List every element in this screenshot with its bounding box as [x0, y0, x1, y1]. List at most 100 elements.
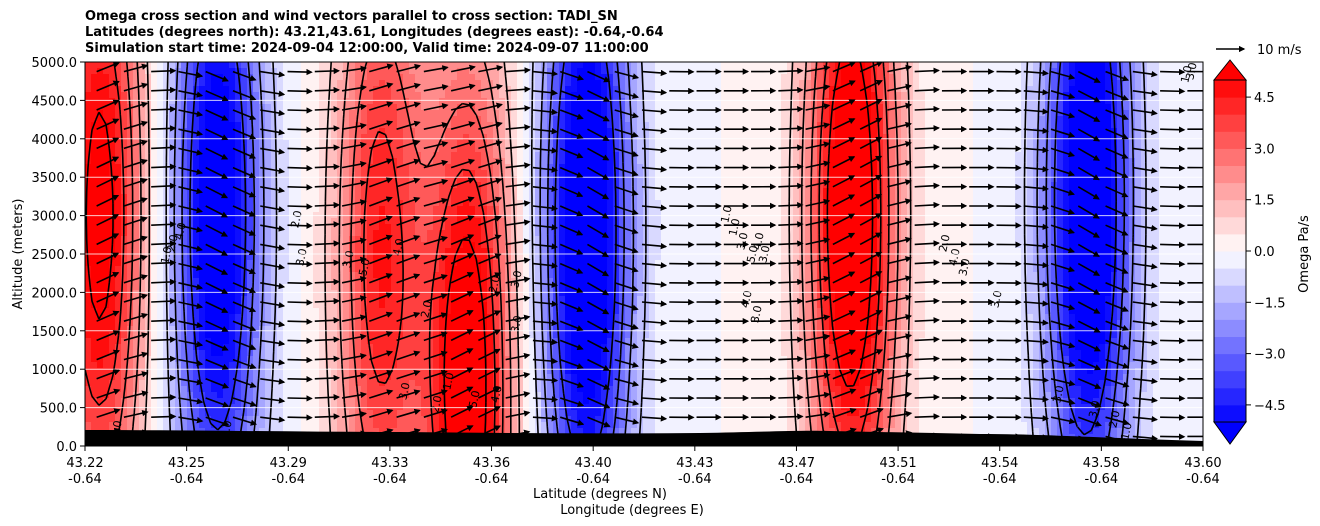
field-cell	[1159, 152, 1166, 159]
field-cell	[583, 218, 590, 225]
field-cell	[283, 170, 290, 177]
field-cell	[703, 128, 710, 135]
field-cell	[1165, 122, 1172, 129]
field-cell	[139, 206, 146, 213]
field-cell	[1159, 176, 1166, 183]
field-cell	[841, 206, 848, 213]
field-cell	[97, 74, 104, 81]
field-cell	[205, 188, 212, 195]
field-cell	[205, 218, 212, 225]
field-cell	[991, 194, 998, 201]
field-cell	[883, 74, 890, 81]
field-cell	[925, 170, 932, 177]
field-cell	[775, 152, 782, 159]
field-cell	[1141, 140, 1148, 147]
field-cell	[745, 62, 752, 69]
field-cell	[1093, 80, 1100, 87]
field-cell	[1003, 140, 1010, 147]
field-cell	[217, 80, 224, 87]
field-cell	[211, 194, 218, 201]
field-cell	[1063, 62, 1070, 69]
field-cell	[433, 98, 440, 105]
field-cell	[649, 134, 656, 141]
field-cell	[793, 104, 800, 111]
field-cell	[235, 86, 242, 93]
field-cell	[313, 80, 320, 87]
field-cell	[1069, 146, 1076, 153]
field-cell	[109, 98, 116, 105]
field-cell	[451, 152, 458, 159]
field-cell	[559, 176, 566, 183]
field-cell	[1135, 164, 1142, 171]
field-cell	[715, 98, 722, 105]
field-cell	[535, 68, 542, 75]
field-cell	[1159, 110, 1166, 117]
field-cell	[247, 200, 254, 207]
field-cell	[649, 104, 656, 111]
field-cell	[211, 134, 218, 141]
field-cell	[811, 146, 818, 153]
field-cell	[1171, 80, 1178, 87]
field-cell	[1171, 98, 1178, 105]
field-cell	[1117, 104, 1124, 111]
field-cell	[697, 182, 704, 189]
field-cell	[805, 146, 812, 153]
field-cell	[349, 140, 356, 147]
field-cell	[649, 74, 656, 81]
field-cell	[1087, 188, 1094, 195]
field-cell	[241, 98, 248, 105]
field-cell	[133, 200, 140, 207]
field-cell	[745, 110, 752, 117]
field-cell	[409, 206, 416, 213]
field-cell	[727, 80, 734, 87]
field-cell	[853, 164, 860, 171]
field-cell	[157, 152, 164, 159]
field-cell	[937, 122, 944, 129]
field-cell	[1063, 152, 1070, 159]
field-cell	[151, 170, 158, 177]
field-cell	[1111, 164, 1118, 171]
field-cell	[1105, 200, 1112, 207]
field-cell	[673, 122, 680, 129]
field-cell	[757, 110, 764, 117]
field-cell	[811, 218, 818, 225]
field-cell	[1093, 128, 1100, 135]
field-cell	[883, 176, 890, 183]
field-cell	[979, 194, 986, 201]
field-cell	[703, 182, 710, 189]
field-cell	[745, 188, 752, 195]
field-cell	[379, 128, 386, 135]
field-cell	[1117, 200, 1124, 207]
field-cell	[727, 182, 734, 189]
field-cell	[793, 158, 800, 165]
field-cell	[577, 218, 584, 225]
field-cell	[1105, 170, 1112, 177]
field-cell	[847, 74, 854, 81]
field-cell	[211, 158, 218, 165]
field-cell	[289, 110, 296, 117]
field-cell	[1135, 176, 1142, 183]
field-cell	[1051, 152, 1058, 159]
field-cell	[205, 200, 212, 207]
field-cell	[319, 158, 326, 165]
field-cell	[361, 164, 368, 171]
field-cell	[367, 188, 374, 195]
field-cell	[487, 152, 494, 159]
field-cell	[739, 176, 746, 183]
field-cell	[145, 182, 152, 189]
field-cell	[955, 182, 962, 189]
field-cell	[883, 170, 890, 177]
field-cell	[139, 98, 146, 105]
field-cell	[1153, 194, 1160, 201]
field-cell	[511, 176, 518, 183]
field-cell	[997, 80, 1004, 87]
field-cell	[925, 62, 932, 69]
field-cell	[163, 80, 170, 87]
field-cell	[1171, 62, 1178, 69]
field-cell	[1039, 158, 1046, 165]
field-cell	[211, 170, 218, 177]
field-cell	[127, 128, 134, 135]
field-cell	[313, 170, 320, 177]
field-cell	[637, 104, 644, 111]
